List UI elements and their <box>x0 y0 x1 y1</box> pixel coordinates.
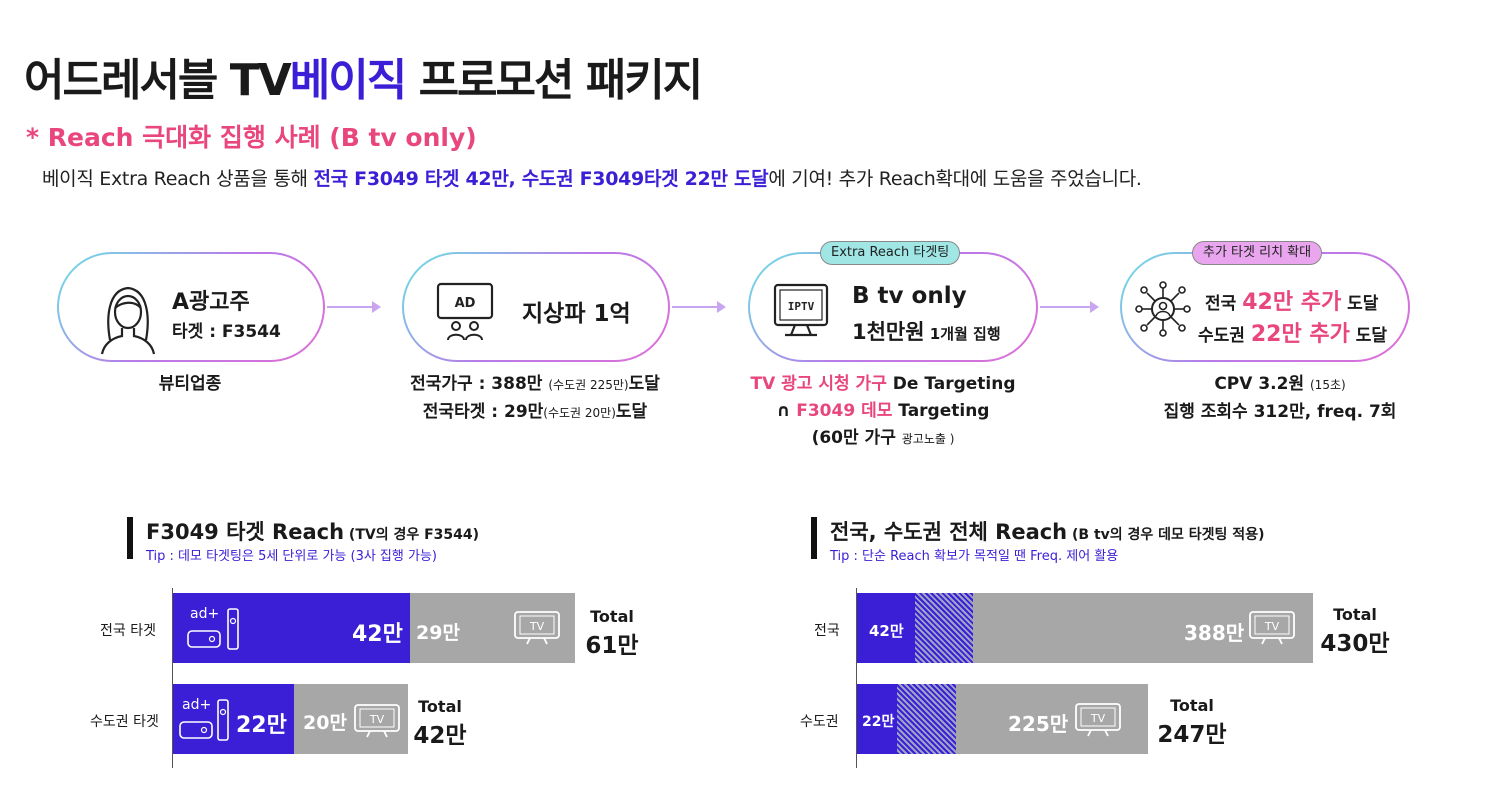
btv-value: 22만 <box>862 714 895 730</box>
settop-remote-icon: ad+ <box>179 697 229 741</box>
flow-step-result <box>1120 252 1410 362</box>
tv-icon: TV <box>354 704 400 738</box>
settop-remote-icon: ad+ <box>187 606 239 650</box>
page-description: 베이직 Extra Reach 상품을 통해 전국 F3049 타겟 42만, … <box>42 168 1142 190</box>
iptv-icon-text: IPTV <box>788 300 815 313</box>
right-chart-title: 전국, 수도권 전체 Reach (B tv의 경우 데모 타겟팅 적용) <box>830 520 1265 544</box>
btv-title: B tv only <box>852 283 967 309</box>
row-label: 전국 <box>814 623 840 639</box>
flow-step-advertiser <box>57 252 325 362</box>
ad-icon-text: AD <box>455 296 476 311</box>
tv-value: 225만 <box>1008 712 1069 736</box>
ad-plus-label: ad+ <box>190 606 219 622</box>
row-label: 수도권 <box>800 714 839 730</box>
advertiser-target: 타겟 : F3544 <box>172 322 281 342</box>
flow-step-broadcast <box>402 252 670 362</box>
tv-bar <box>956 684 1148 754</box>
btv-targeting: TV 광고 시청 가구 De Targeting ∩ F3049 데모 Targ… <box>750 374 1016 448</box>
btv-bar <box>857 593 915 663</box>
overlap-bar <box>897 684 956 754</box>
btv-bar <box>173 593 410 663</box>
left-chart-axis <box>172 588 173 768</box>
btv-budget: 1천만원 1개월 집행 <box>852 320 1001 344</box>
tv-icon: TV <box>1075 703 1121 737</box>
result-cpv: CPV 3.2원 (15초) 집행 조회수 312만, freq. 7회 <box>1163 374 1397 422</box>
tv-bar <box>410 593 575 663</box>
advertiser-title: A광고주 <box>172 290 250 315</box>
ad-plus-label: ad+ <box>182 697 211 713</box>
total-national: Total 430만 <box>1320 605 1390 657</box>
woman-icon <box>100 286 156 355</box>
network-people-icon <box>1135 281 1191 337</box>
tv-icon: TV <box>1249 611 1295 645</box>
btv-value: 22만 <box>236 713 287 738</box>
section-marker <box>811 517 817 559</box>
tv-bar <box>973 593 1313 663</box>
result-national: 전국 42만 추가 도달 <box>1205 290 1379 315</box>
overlap-bar <box>915 593 973 663</box>
reach-expand-tag: 추가 타겟 리치 확대 <box>1192 241 1323 265</box>
total-national: Total 61만 <box>585 607 639 659</box>
right-chart-tip: Tip : 단순 Reach 확보가 목적일 땐 Freq. 제어 활용 <box>830 549 1119 564</box>
extra-reach-tag: Extra Reach 타겟팅 <box>820 241 961 265</box>
page-title: 어드레서블 TV베이직 프로모션 패키지 <box>24 55 703 106</box>
tv-bar <box>294 684 408 754</box>
right-chart-axis <box>856 588 857 768</box>
tv-icon-label: TV <box>369 713 385 726</box>
btv-value: 42만 <box>869 622 904 640</box>
row-label: 전국 타겟 <box>100 623 156 639</box>
left-chart-tip: Tip : 데모 타겟팅은 5세 단위로 가능 (3사 집행 가능) <box>146 549 437 564</box>
tv-icon: TV <box>514 611 560 645</box>
btv-bar <box>857 684 897 754</box>
iptv-icon: IPTV <box>773 283 829 337</box>
tv-value: 20만 <box>303 712 347 734</box>
tv-icon-label: TV <box>1264 620 1280 633</box>
tv-icon-label: TV <box>1090 712 1106 725</box>
btv-bar <box>173 684 294 754</box>
total-metro: Total 247만 <box>1157 696 1227 748</box>
flow-arrow <box>1040 301 1099 313</box>
left-chart-title: F3049 타겟 Reach (TV의 경우 F3544) <box>146 520 480 544</box>
row-label: 수도권 타겟 <box>90 714 159 730</box>
tv-value: 388만 <box>1184 621 1245 645</box>
broadcast-budget: 지상파 1억 <box>522 301 631 327</box>
ad-screen-icon: AD <box>436 282 494 341</box>
flow-arrow <box>327 301 381 313</box>
tv-icon-label: TV <box>529 620 545 633</box>
tv-value: 29만 <box>416 622 460 644</box>
advertiser-industry: 뷰티업종 <box>158 374 222 394</box>
flow-step-btv <box>748 252 1038 362</box>
result-metro: 수도권 22만 추가 도달 <box>1198 322 1388 347</box>
flow-arrow <box>672 301 726 313</box>
section-marker <box>127 517 133 559</box>
btv-value: 42만 <box>352 622 403 647</box>
broadcast-reach: 전국가구 : 388만 (수도권 225만)도달 전국타겟 : 29만(수도권 … <box>410 374 660 422</box>
page-subtitle: * Reach 극대화 집행 사례 (B tv only) <box>26 123 477 152</box>
total-metro: Total 42만 <box>413 697 467 749</box>
